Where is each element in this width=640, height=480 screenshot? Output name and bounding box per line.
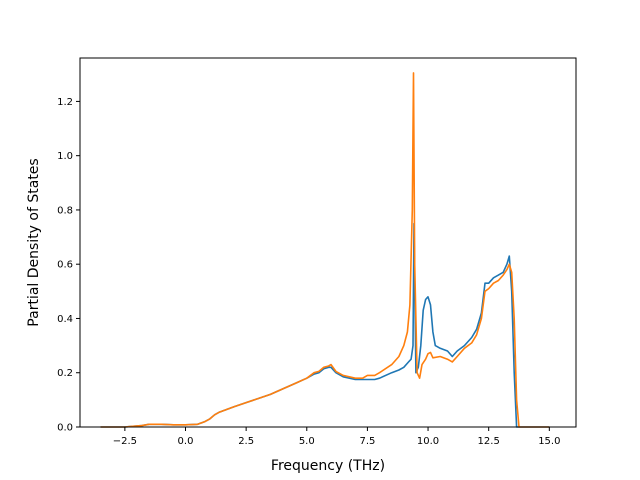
ticks-layer: −2.5 0.0 2.5 5.0 7.5 10.0 12.5 15.0 0.0 0.2 0.4 0.6… [57, 97, 560, 447]
x-tick-label: 10.0 [417, 436, 439, 447]
x-tick-label: 12.5 [478, 436, 500, 447]
x-axis-label: Frequency (THz) [271, 458, 385, 474]
x-tick-label: 0.0 [178, 436, 194, 447]
y-tick-label: 0.4 [57, 314, 73, 325]
y-tick-label: 0.6 [57, 260, 73, 271]
y-tick-label: 1.2 [57, 97, 73, 108]
y-tick-label: 0.2 [57, 368, 73, 379]
x-tick-label: −2.5 [113, 436, 137, 447]
y-axis-label: Partial Density of States [26, 158, 42, 326]
x-tick-label: 5.0 [299, 436, 315, 447]
x-tick-label: 15.0 [538, 436, 560, 447]
y-tick-label: 1.0 [57, 151, 73, 162]
x-tick-label: 7.5 [359, 436, 375, 447]
plot-frame [79, 57, 577, 428]
y-tick-label: 0.0 [57, 423, 73, 434]
series-layer [100, 72, 550, 428]
series-line-2 [100, 72, 550, 428]
x-tick-label: 2.5 [238, 436, 254, 447]
y-tick-label: 0.8 [57, 205, 73, 216]
